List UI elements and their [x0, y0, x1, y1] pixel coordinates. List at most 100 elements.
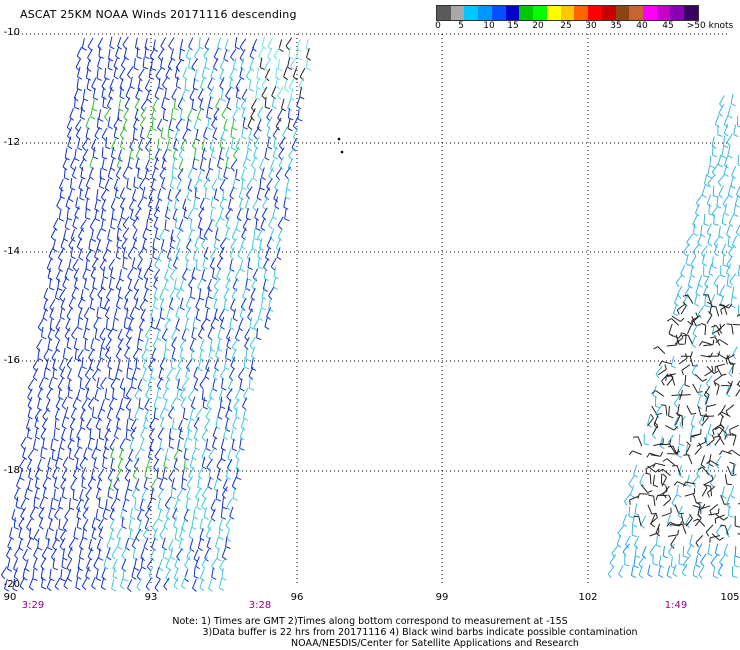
wind-barb — [680, 514, 689, 525]
wind-barb — [112, 319, 118, 332]
wind-barb — [177, 357, 184, 371]
wind-barb — [682, 294, 694, 304]
wind-barb — [71, 166, 77, 180]
wind-barb — [83, 447, 89, 461]
wind-barb — [91, 576, 96, 590]
colorbar-swatch — [505, 6, 520, 20]
wind-barb — [120, 56, 127, 70]
wind-barb — [144, 338, 150, 352]
wind-barb — [194, 488, 202, 502]
wind-barb — [162, 149, 168, 163]
wind-barb — [179, 278, 185, 292]
wind-barb — [687, 320, 693, 334]
wind-barb — [126, 307, 132, 320]
wind-barb — [164, 268, 169, 282]
wind-barb — [726, 381, 732, 395]
wind-barb — [184, 569, 189, 583]
wind-barb — [723, 114, 729, 128]
wind-barb — [93, 456, 99, 470]
wind-barb — [93, 556, 99, 570]
wind-barb — [76, 389, 82, 402]
wind-barb — [146, 456, 152, 470]
wind-barb — [221, 568, 227, 581]
wind-barb — [220, 438, 226, 452]
wind-barb — [706, 459, 720, 466]
wind-barb — [91, 447, 97, 461]
wind-barb — [45, 358, 51, 371]
wind-barb — [128, 318, 134, 332]
wind-barb — [42, 437, 48, 450]
wind-barb — [101, 77, 108, 91]
wind-barb — [200, 317, 208, 331]
wind-barb — [287, 118, 293, 132]
wind-barb — [725, 354, 735, 365]
wind-barb — [248, 366, 254, 380]
wind-barb — [14, 546, 21, 560]
wind-barb — [47, 537, 53, 551]
island-mark — [340, 150, 344, 154]
wind-barb — [230, 138, 237, 151]
wind-barb — [645, 463, 656, 474]
wind-barb — [99, 258, 106, 272]
wind-barb — [105, 318, 112, 332]
wind-barb — [155, 566, 161, 580]
wind-barb — [113, 308, 119, 321]
wind-barb — [195, 259, 201, 272]
wind-barb — [154, 579, 161, 592]
wind-barb — [74, 349, 81, 362]
wind-barb — [123, 317, 130, 330]
wind-barb — [683, 555, 691, 569]
wind-barb — [261, 36, 267, 50]
wind-barb — [193, 417, 200, 430]
wind-barb — [42, 407, 49, 421]
colorbar-swatch — [588, 6, 602, 20]
wind-barb — [714, 426, 728, 435]
wind-barb — [38, 506, 45, 520]
wind-barb — [46, 578, 52, 592]
wind-barb — [185, 307, 192, 321]
lon-label-96: 96 — [290, 592, 304, 603]
wind-barb — [136, 46, 142, 60]
wind-barb — [91, 138, 97, 152]
wind-barb — [83, 277, 90, 291]
wind-barb — [87, 476, 94, 490]
wind-barb — [113, 117, 120, 131]
wind-barb — [137, 258, 143, 272]
wind-barb — [176, 227, 183, 241]
wind-barb — [713, 213, 719, 226]
wind-barb — [137, 197, 144, 211]
wind-barb — [29, 507, 36, 521]
wind-barb — [205, 296, 211, 310]
wind-barb — [117, 458, 123, 471]
wind-barb — [125, 336, 132, 350]
wind-barb — [234, 268, 241, 282]
wind-barb — [234, 37, 241, 50]
wind-barb — [202, 256, 208, 270]
wind-barb — [703, 213, 709, 227]
wind-barb — [671, 315, 685, 322]
wind-barb — [24, 559, 30, 572]
wind-barb — [727, 449, 740, 457]
wind-barb — [640, 484, 653, 494]
wind-barb — [170, 487, 176, 500]
wind-barb — [68, 189, 74, 203]
wind-barb — [205, 407, 212, 421]
wind-barb — [256, 77, 262, 91]
wind-barb — [631, 525, 638, 538]
wind-barb — [97, 286, 104, 300]
wind-barb — [67, 136, 73, 150]
wind-barb — [136, 578, 142, 592]
wind-barb — [117, 286, 123, 300]
wind-barb — [157, 138, 163, 151]
wind-barb — [38, 516, 44, 530]
wind-barb — [90, 106, 96, 120]
wind-barb — [55, 269, 62, 283]
wind-barb — [669, 333, 682, 339]
wind-barb — [100, 277, 106, 291]
wind-barb — [674, 504, 684, 515]
wind-barb — [695, 283, 701, 297]
wind-barb — [55, 339, 61, 353]
wind-barb — [82, 88, 89, 102]
wind-barb — [730, 93, 736, 107]
wind-barb — [12, 578, 18, 592]
